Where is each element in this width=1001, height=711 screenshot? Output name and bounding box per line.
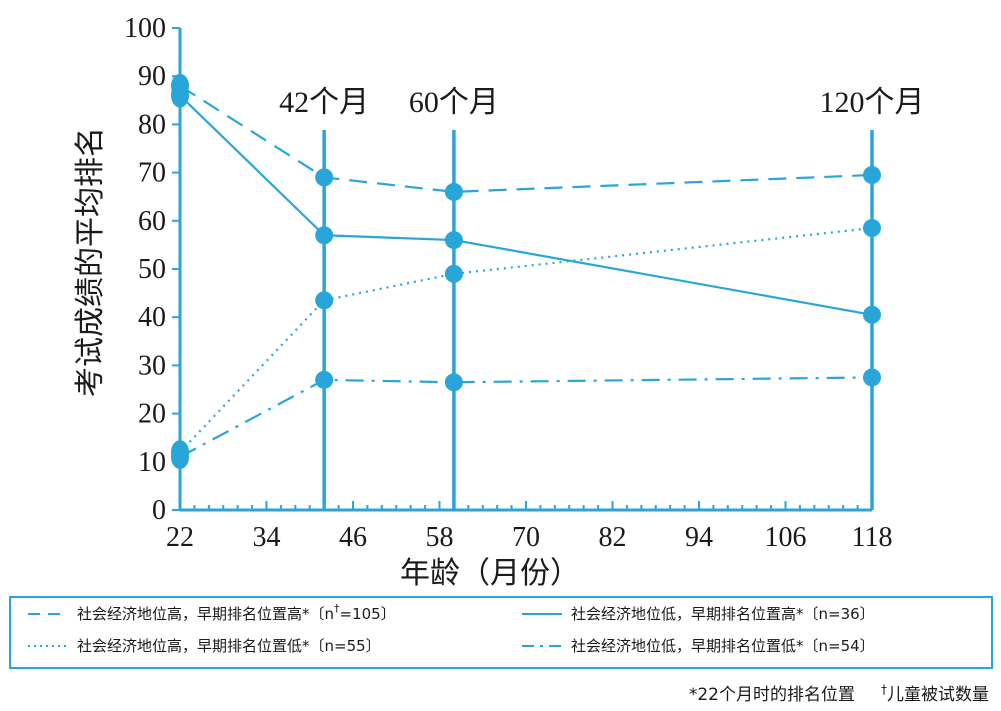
series-lines xyxy=(179,84,873,458)
data-point xyxy=(444,373,463,392)
reference-line-label: 120个月 xyxy=(820,86,925,119)
series-line xyxy=(179,376,873,458)
legend-label: 社会经济地位高，早期排名位置高*〔n†=105〕 xyxy=(77,602,396,623)
data-point xyxy=(315,291,334,310)
data-point xyxy=(171,83,189,108)
data-point xyxy=(315,168,334,187)
reference-line-label: 42个月 xyxy=(279,86,369,119)
footnote-dagger-text: 儿童被试数量 xyxy=(887,685,989,705)
y-axis-title: 考试成绩的平均排名 xyxy=(73,127,108,397)
reference-line-label: 60个月 xyxy=(409,86,499,119)
data-point xyxy=(863,305,881,324)
y-tick-label: 20 xyxy=(138,399,166,430)
series-points xyxy=(171,73,881,469)
x-axis-title: 年龄（月份） xyxy=(400,556,580,591)
x-tick-label: 106 xyxy=(765,522,807,553)
y-tick-label: 50 xyxy=(138,254,166,285)
data-point xyxy=(863,219,881,238)
legend-label: 社会经济地位低，早期排名位置低*〔n=54〕 xyxy=(571,637,875,655)
x-tick-label: 34 xyxy=(253,522,281,553)
data-point xyxy=(315,226,334,245)
x-tick-label: 70 xyxy=(512,522,540,553)
y-tick-label: 100 xyxy=(124,13,166,44)
data-point xyxy=(315,370,334,389)
y-tick-label: 90 xyxy=(138,61,166,92)
series-line xyxy=(179,226,873,453)
legend-label: 社会经济地位低，早期排名位置高*〔n=36〕 xyxy=(571,605,875,623)
data-point xyxy=(863,368,881,387)
reference-lines: 42个月 60个月 120个月 xyxy=(279,86,925,510)
x-tick-label: 118 xyxy=(852,522,893,553)
legend: 社会经济地位高，早期排名位置高*〔n†=105〕 社会经济地位低，早期排名位置高*… xyxy=(9,596,993,669)
legend-label: 社会经济地位高，早期排名位置低*〔n=55〕 xyxy=(77,637,381,655)
footnote: *22个月时的排名位置 †儿童被试数量 xyxy=(689,680,989,705)
y-tick-label: 0 xyxy=(152,495,166,526)
data-point xyxy=(444,264,463,283)
footnote-dagger-mark: † xyxy=(881,682,887,697)
footnote-star: *22个月时的排名位置 xyxy=(688,685,855,705)
x-axis: 22 34 46 58 70 82 94 106 118 xyxy=(166,501,892,553)
data-point xyxy=(863,166,881,185)
x-tick-label: 82 xyxy=(599,522,627,553)
data-point xyxy=(444,231,463,250)
series-line xyxy=(179,94,873,316)
y-tick-label: 70 xyxy=(138,158,166,189)
x-tick-label: 22 xyxy=(166,522,194,553)
data-point xyxy=(171,444,189,469)
y-axis: 0 10 20 30 40 50 60 70 80 90 100 xyxy=(124,13,182,526)
x-tick-label: 94 xyxy=(685,522,713,553)
y-tick-label: 10 xyxy=(138,447,166,478)
y-tick-label: 40 xyxy=(138,302,166,333)
y-tick-label: 30 xyxy=(138,350,166,381)
data-point xyxy=(444,182,463,201)
y-tick-label: 60 xyxy=(138,206,166,237)
x-tick-label: 46 xyxy=(339,522,367,553)
x-tick-label: 58 xyxy=(426,522,454,553)
legend-box xyxy=(9,596,993,669)
y-tick-label: 80 xyxy=(138,109,166,140)
series-line xyxy=(179,84,873,193)
